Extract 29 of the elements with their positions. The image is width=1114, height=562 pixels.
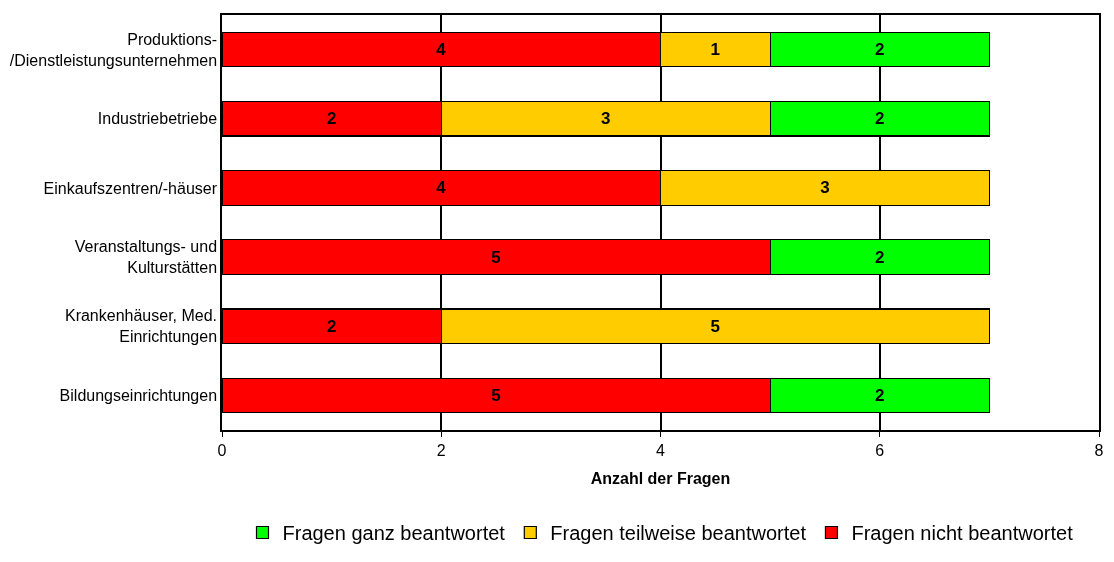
data-label: 2 [875,247,885,267]
y-tick-label: Krankenhäuser, Med. Einrichtungen [64,307,218,346]
data-label: 3 [600,109,611,129]
data-label: 2 [326,109,337,129]
data-label: 3 [820,178,830,198]
data-label: 5 [491,247,501,267]
data-label: 4 [436,40,447,60]
x-axis-title: Anzahl der Fragen [590,470,731,488]
y-tick-label: Produktions- /Dienstleistungsunternehmen [9,30,218,69]
y-tick-label: Einkaufszentren/-häuser [43,179,218,197]
y-tick-label: Industriebetriebe [97,110,218,128]
y-tick-label: Bildungseinrichtungen [59,387,218,405]
x-tick-label: 4 [656,441,666,459]
x-tick-label: 8 [1094,441,1104,459]
data-label: 4 [436,178,447,198]
legend-label: Fragen nicht beantwortet [851,522,1074,545]
x-tick-label: 0 [217,441,227,459]
data-label: 2 [875,109,885,129]
data-label: 1 [710,40,721,60]
legend-label: Fragen ganz beantwortet [282,522,506,545]
y-tick-label: Veranstaltungs- und Kulturstätten [74,238,218,277]
data-label: 5 [710,316,721,336]
legend-label: Fragen teilweise beantwortet [550,522,807,545]
data-label: 5 [491,385,501,405]
data-label: 2 [875,385,885,405]
data-label: 2 [326,316,337,336]
x-tick-label: 2 [436,441,446,459]
x-tick-label: 6 [875,441,885,459]
data-label: 2 [875,40,885,60]
